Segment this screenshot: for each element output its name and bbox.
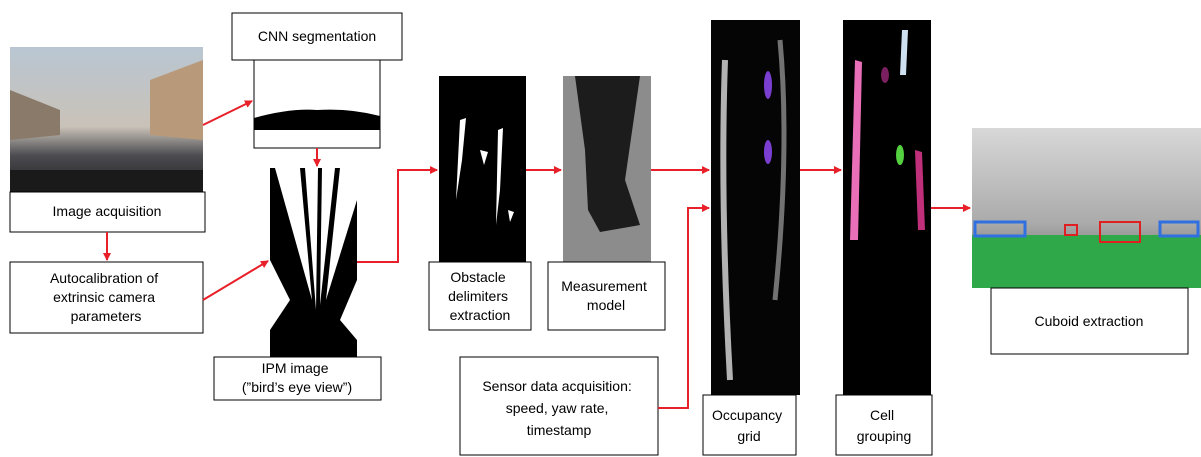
label-line: timestamp: [527, 422, 592, 438]
label-line: Cuboid extraction: [1035, 313, 1144, 329]
label-line: (”bird’s eye view”): [242, 379, 352, 395]
label-box: [703, 395, 796, 455]
label-box: [836, 395, 932, 455]
cuboid-image: [972, 128, 1201, 288]
obstacle-image: [439, 76, 526, 262]
label-line: Sensor data acquisition:: [482, 378, 631, 394]
label-line: Image acquisition: [53, 203, 162, 219]
street-photo: [10, 47, 203, 192]
segmentation-image: [254, 60, 380, 148]
node-label: Cuboid extraction: [1035, 313, 1144, 329]
label-line: speed, yaw rate,: [506, 400, 609, 416]
label-line: model: [587, 297, 625, 313]
label-line: extrinsic camera: [53, 289, 155, 305]
label-line: Autocalibration of: [50, 270, 158, 286]
label-line: delimiters: [448, 288, 508, 304]
label-line: grouping: [857, 428, 912, 444]
label-line: Occupancy: [712, 407, 782, 423]
label-line: parameters: [71, 308, 142, 324]
label-line: CNN segmentation: [258, 28, 376, 44]
node-label: Image acquisition: [53, 203, 162, 219]
label-line: Cell: [870, 407, 894, 423]
label-line: Measurement: [561, 278, 647, 294]
node-label: Obstacle delimiters extraction: [448, 269, 512, 323]
node-label: CNN segmentation: [258, 28, 376, 44]
label-line: IPM image: [262, 360, 329, 376]
label-line: Obstacle: [450, 269, 505, 285]
diagram: Image acquisition Autocalibration of ext…: [0, 0, 1201, 457]
label-line: extraction: [450, 307, 511, 323]
label-line: grid: [737, 428, 760, 444]
